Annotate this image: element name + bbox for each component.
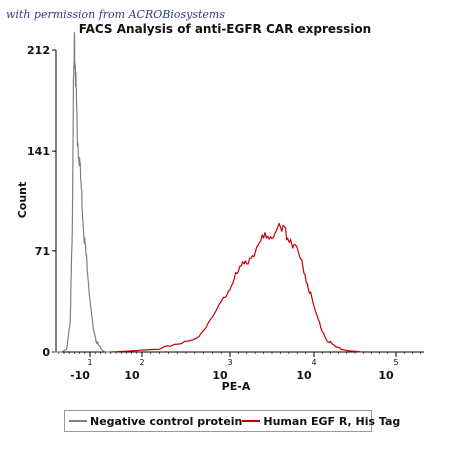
- legend-item-negative: Negative control protein: [69, 415, 242, 428]
- x-tick-base-1: 10: [124, 369, 140, 382]
- legend: Negative control protein Human EGF R, Hi…: [64, 410, 400, 432]
- credit-text: with permission from ACROBiosystems: [6, 8, 225, 21]
- y-axis-title: Count: [16, 182, 29, 219]
- legend-label-negative: Negative control protein: [90, 414, 243, 428]
- x-tick-exp-0: 1: [87, 358, 92, 367]
- series-line-negative: [53, 31, 110, 353]
- y-tick-label-3: 212: [27, 44, 50, 57]
- legend-swatch-negative: [69, 420, 87, 422]
- x-tick-exp-3: 4: [311, 358, 316, 367]
- x-axis-title: PE-A: [222, 380, 251, 393]
- legend-item-human-egfr: Human EGF R, His Tag: [242, 415, 400, 428]
- legend-swatch-human-egfr: [242, 420, 261, 422]
- y-tick-label-2: 141: [27, 145, 50, 158]
- chart-title: FACS Analysis of anti-EGFR CAR expressio…: [78, 22, 372, 36]
- x-tick-base-4: 10: [378, 369, 394, 382]
- legend-label-human-egfr: Human EGF R, His Tag: [263, 414, 401, 428]
- x-tick-base-2: 10: [212, 369, 228, 382]
- x-tick-exp-1: 2: [139, 358, 144, 367]
- x-tick-base-0: -10: [70, 369, 90, 382]
- x-tick-base-3: 10: [296, 369, 312, 382]
- y-tick-label-1: 71: [35, 245, 50, 258]
- y-tick-label-0: 0: [42, 346, 50, 359]
- x-tick-exp-2: 3: [227, 358, 232, 367]
- series-line-human-egfr: [110, 222, 364, 353]
- x-tick-exp-4: 5: [393, 358, 398, 367]
